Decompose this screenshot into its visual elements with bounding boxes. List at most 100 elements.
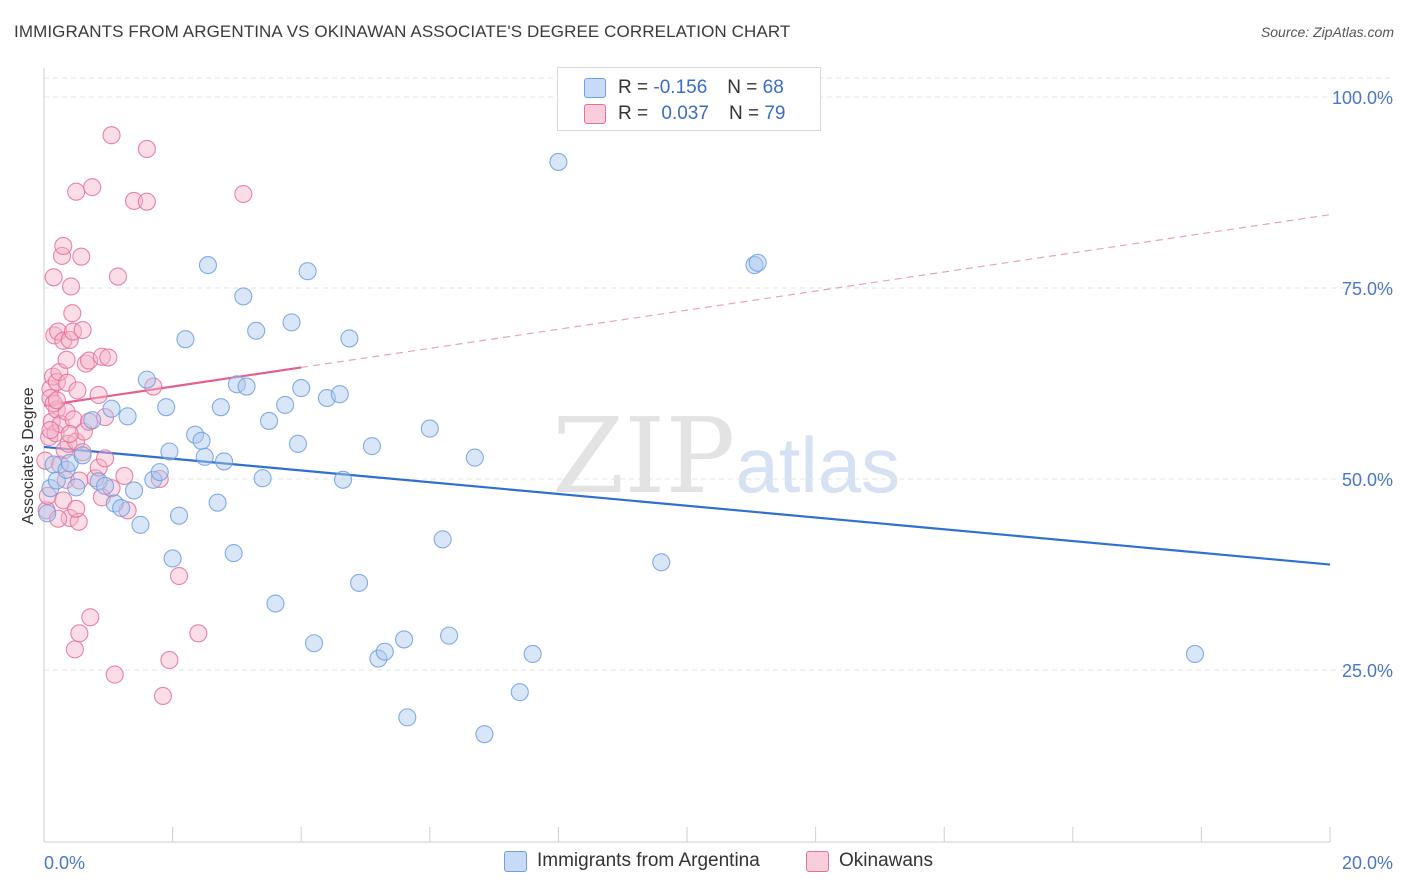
point-argentina [282,313,301,332]
point-okinawans [63,322,82,341]
point-okinawans [46,424,65,443]
point-argentina [214,452,234,471]
point-okinawans [105,665,124,684]
point-okinawans [36,451,55,470]
point-argentina [420,419,439,438]
point-argentina [362,437,381,456]
legend-n-label: N = [728,103,760,124]
point-okinawans [137,192,156,211]
point-okinawans [189,624,208,643]
point-argentina [160,442,179,461]
legend-n-value: 68 [762,77,784,98]
point-argentina [652,553,671,572]
point-okinawans [73,320,92,340]
point-argentina [137,370,156,389]
point-okinawans [79,412,99,431]
data-points [36,126,1205,744]
point-argentina [234,287,253,306]
point-okinawans [67,182,86,201]
point-argentina [89,472,108,491]
point-okinawans [234,184,253,204]
stats-legend: R = -0.156 N = 68 R = 0.037 N = 79 [557,67,821,131]
point-argentina [375,642,394,661]
point-okinawans [49,509,68,528]
point-argentina [398,708,417,727]
x-tick-label: 0.0% [44,853,85,873]
point-okinawans [96,449,115,468]
point-argentina [395,630,414,649]
legend-r-label: R = [618,103,649,124]
point-argentina [475,725,494,744]
point-argentina [340,329,359,348]
bottom-legend-swatch-argentina [504,850,527,872]
point-okinawans [64,410,83,429]
point-okinawans [67,499,86,518]
point-argentina [224,544,243,563]
point-okinawans [92,347,111,366]
y-tick-label: 25.0% [1342,661,1393,681]
point-argentina [292,379,311,398]
chart-title: IMMIGRANTS FROM ARGENTINA VS OKINAWAN AS… [14,22,791,41]
point-okinawans [99,348,118,367]
point-okinawans [52,246,72,265]
point-okinawans [169,566,189,586]
point-argentina [198,256,218,275]
point-argentina [330,385,349,404]
point-argentina [208,493,227,512]
bottom-legend-argentina: Immigrants from Argentina [504,850,760,872]
bottom-legend-okinawans: Okinawans [806,850,933,872]
y-tick-label: 50.0% [1342,470,1393,490]
tick-labels: 25.0% 50.0% 75.0% 100.0% 0.0% 20.0% Associate'… [20,88,1393,873]
legend-row-okinawans: R = 0.037 N = 79 [584,102,785,126]
point-argentina [440,626,459,645]
point-okinawans [153,686,173,706]
point-argentina [433,530,452,549]
point-argentina [96,476,115,495]
point-argentina [192,431,211,450]
point-okinawans [144,377,163,396]
axes [43,68,1331,843]
point-argentina [253,469,272,488]
point-argentina [369,649,388,668]
point-okinawans [60,424,79,443]
point-okinawans [41,421,60,440]
trend-line-okinawans [43,366,302,407]
point-argentina [333,470,353,489]
point-okinawans [54,331,73,350]
point-okinawans [58,373,77,392]
legend-swatch-argentina [584,78,606,98]
point-argentina [259,411,279,430]
point-okinawans [76,354,95,373]
legend-r-label: R = [618,77,649,98]
point-argentina [266,594,285,613]
point-okinawans [65,640,84,659]
point-argentina [41,479,60,498]
legend-n-value: 79 [764,103,786,124]
point-argentina [112,498,131,518]
point-argentina [748,253,767,272]
point-argentina [163,549,182,568]
trend-line-okinawans-extension [301,214,1331,369]
point-argentina [549,152,568,171]
legend-r-value: -0.156 [653,77,708,98]
point-okinawans [70,624,89,643]
point-okinawans [44,268,63,287]
y-axis-title: Associate's Degree [20,387,37,524]
point-argentina [118,407,137,426]
point-argentina [150,463,169,482]
point-argentina [350,573,369,592]
point-argentina [1185,644,1205,664]
source-label: Source: ZipAtlas.com [1260,24,1394,40]
point-argentina [745,256,764,275]
point-okinawans [63,304,82,323]
point-argentina [176,330,195,349]
point-argentina [247,321,266,340]
legend-swatch-okinawans [584,104,606,124]
point-okinawans [68,381,87,400]
point-argentina [38,504,57,523]
point-argentina [144,470,163,489]
point-argentina [523,644,542,664]
point-okinawans [86,469,105,488]
point-okinawans [124,191,144,210]
